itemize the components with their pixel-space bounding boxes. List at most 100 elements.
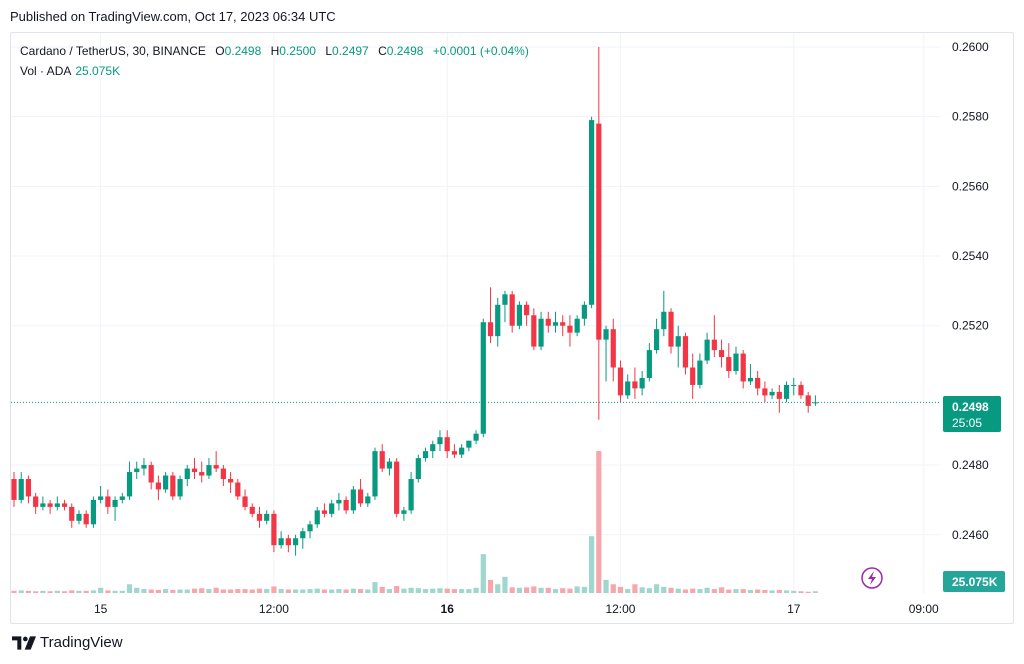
- candle-body: [264, 513, 270, 521]
- volume-bar: [47, 591, 53, 593]
- volume-bar: [386, 589, 393, 593]
- candle-body: [177, 479, 183, 497]
- y-tick-label: 0.2600: [952, 40, 989, 54]
- volume-bar: [242, 589, 248, 593]
- candle-body: [329, 503, 335, 514]
- candle-body: [596, 123, 602, 340]
- candle-body: [718, 350, 725, 358]
- candle-body: [321, 510, 328, 514]
- volume-bar: [357, 589, 364, 593]
- volume-bar: [170, 589, 176, 593]
- y-tick-label: 0.2560: [952, 179, 989, 193]
- candle-body: [762, 388, 768, 396]
- candle-body: [206, 465, 212, 476]
- volume-bar: [249, 589, 255, 593]
- candle-body: [704, 339, 710, 361]
- candle-body: [531, 315, 537, 347]
- volume-bar: [437, 588, 443, 593]
- volume-bar: [163, 589, 169, 593]
- candle-body: [697, 360, 703, 385]
- volume-bar: [610, 584, 616, 593]
- volume-bar: [256, 588, 263, 593]
- candle-body: [581, 304, 587, 319]
- candle-body: [300, 531, 306, 539]
- volume-bar: [740, 589, 746, 593]
- volume-bar: [54, 590, 60, 593]
- volume-bar: [90, 590, 97, 593]
- candle-body: [314, 510, 320, 525]
- volume-bar: [307, 589, 313, 593]
- volume-bar: [155, 589, 161, 593]
- price-axis: 0.2600 0.2580 0.2560 0.2540 0.2520 0.2480 0.24…: [952, 40, 989, 542]
- candle-body: [357, 489, 364, 504]
- candle-body: [11, 479, 17, 500]
- candle-body: [509, 294, 515, 326]
- volume-bar: [76, 590, 82, 593]
- volume-bar: [466, 589, 472, 593]
- volume-bar: [372, 582, 378, 593]
- volume-bar: [516, 587, 522, 593]
- candle-body: [639, 377, 645, 389]
- volume-bar: [444, 588, 450, 593]
- volume-bar: [148, 589, 154, 593]
- volume-bar: [329, 589, 335, 593]
- volume-bar: [495, 584, 501, 593]
- candle-body: [365, 496, 371, 504]
- candle-body: [336, 499, 342, 504]
- chart-frame: [10, 32, 1014, 624]
- volume-bar: [40, 590, 46, 593]
- volume-bar: [336, 589, 342, 593]
- change-value: +0.0001 (+0.04%): [432, 44, 529, 58]
- volume-bar: [11, 590, 17, 593]
- symbol-title[interactable]: Cardano / TetherUS, 30, BINANCE: [20, 44, 206, 58]
- candle-body: [769, 391, 775, 396]
- volume-badge-value: 25.075K: [952, 575, 998, 589]
- volume-bar: [184, 589, 190, 593]
- candle-body: [292, 538, 299, 546]
- candle-body: [163, 475, 169, 490]
- candle-body: [343, 499, 349, 511]
- volume-bar: [343, 589, 349, 593]
- candle-body: [155, 482, 161, 490]
- volume-bar: [747, 589, 754, 593]
- y-tick-label: 0.2460: [952, 528, 989, 542]
- volume-bar: [83, 590, 89, 593]
- candle-body: [249, 506, 255, 514]
- lightning-icon[interactable]: [861, 567, 883, 589]
- volume-bar: [596, 451, 602, 593]
- candle-body: [148, 465, 154, 483]
- volume-bar: [632, 584, 638, 593]
- volume-bar: [134, 587, 140, 593]
- candle-body: [451, 451, 458, 455]
- candles: [11, 46, 819, 556]
- candle-body: [307, 524, 313, 532]
- candle-body: [589, 120, 595, 305]
- volume-bar: [805, 591, 811, 593]
- low-label: L: [325, 44, 333, 58]
- candle-body: [422, 451, 429, 459]
- candle-body: [40, 503, 46, 507]
- candle-body: [119, 496, 125, 500]
- high-value: 0.2500: [279, 44, 316, 58]
- close-label: C: [378, 44, 387, 58]
- volume-bar: [105, 590, 111, 593]
- volume-bar: [473, 587, 479, 593]
- candle-body: [18, 479, 24, 500]
- volume-bar: [783, 590, 790, 593]
- volume-bar: [220, 589, 226, 593]
- candle-body: [379, 451, 385, 469]
- candle-body: [141, 465, 147, 469]
- candle-body: [574, 318, 580, 333]
- volume-bar: [589, 536, 595, 593]
- candle-body: [430, 444, 436, 452]
- open-label: O: [215, 44, 225, 58]
- volume-bar: [119, 590, 125, 593]
- candle-body: [733, 353, 739, 371]
- brand-footer[interactable]: TradingView: [12, 634, 123, 651]
- volume-bar: [278, 589, 284, 593]
- candle-body: [98, 496, 104, 500]
- brand-name: TradingView: [40, 634, 123, 651]
- y-tick-label: 0.2540: [952, 249, 989, 263]
- volume-bar: [191, 588, 198, 593]
